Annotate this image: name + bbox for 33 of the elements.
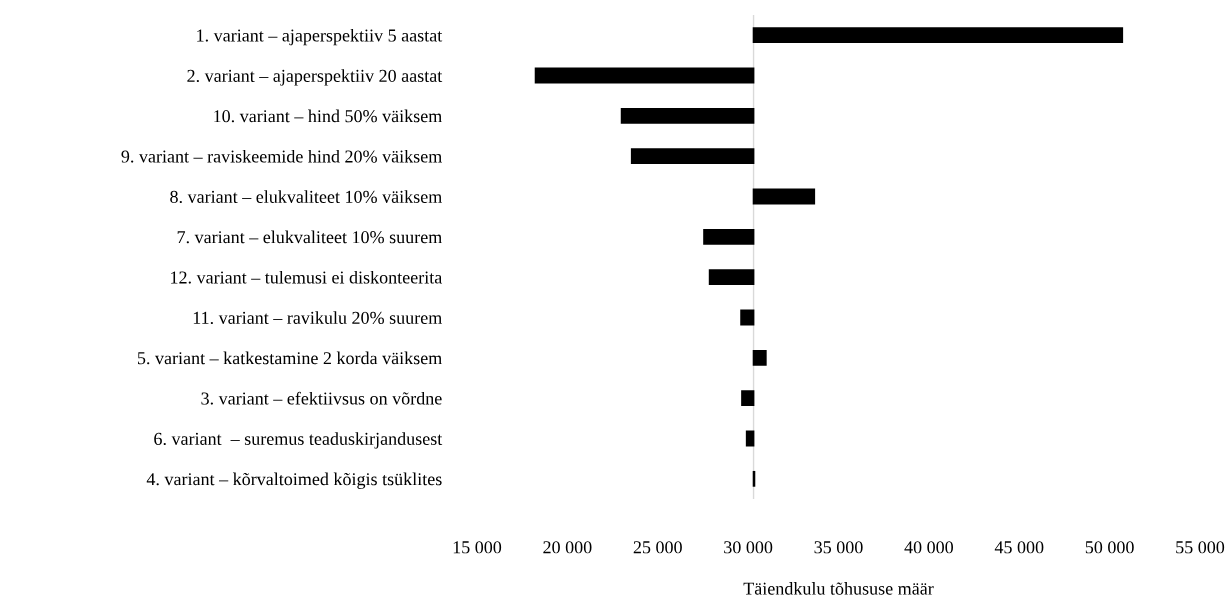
y-tick-label: 10. variant – hind 50% väiksem xyxy=(214,109,442,123)
x-tick-label: 25 000 xyxy=(633,541,682,554)
bar xyxy=(752,27,1124,44)
x-tick-label: 55 000 xyxy=(1176,541,1225,554)
x-tick-label: 15 000 xyxy=(453,541,502,554)
y-tick-label: 7. variant – elukvaliteet 10% suurem xyxy=(177,230,442,244)
x-tick-label: 20 000 xyxy=(543,541,592,554)
y-tick-label: 4. variant – kõrvaltoimed kõigis tsüklites xyxy=(146,472,442,489)
bar xyxy=(630,148,755,165)
bar xyxy=(703,228,755,245)
bar xyxy=(740,309,755,326)
bar xyxy=(534,67,755,84)
y-tick-label: 3. variant – efektiivsus on võrdne xyxy=(201,391,442,405)
y-tick-label: 8. variant – elukvaliteet 10% väiksem xyxy=(170,190,442,204)
y-tick-label: 9. variant – raviskeemide hind 20% väiksem xyxy=(121,149,442,163)
y-tick-label: 11. variant – ravikulu 20% suurem xyxy=(193,311,442,325)
bar xyxy=(620,107,755,124)
y-tick-label: 12. variant – tulemusi ei diskonteerita xyxy=(171,270,443,284)
bar xyxy=(752,188,816,205)
bar xyxy=(708,269,755,286)
y-tick-label: 2. variant – ajaperspektiiv 20 aastat xyxy=(187,69,443,86)
y-tick-label: 1. variant – ajaperspektiiv 5 aastat xyxy=(197,28,443,46)
bar xyxy=(745,430,755,447)
x-tick-label: 40 000 xyxy=(904,541,954,554)
x-axis-title: Täiendkulu tõhususe määr xyxy=(743,582,934,595)
y-tick-label: 6. variant – suremus teaduskirjandusest xyxy=(154,432,443,449)
x-tick-label: 50 000 xyxy=(1085,541,1134,554)
bar xyxy=(752,349,767,366)
x-tick-label: 45 000 xyxy=(994,541,1044,554)
bar xyxy=(741,390,755,407)
y-tick-label: 5. variant – katkestamine 2 korda väiksem xyxy=(137,351,442,365)
x-tick-label: 35 000 xyxy=(814,541,863,554)
x-tick-label: 30 000 xyxy=(724,541,773,554)
